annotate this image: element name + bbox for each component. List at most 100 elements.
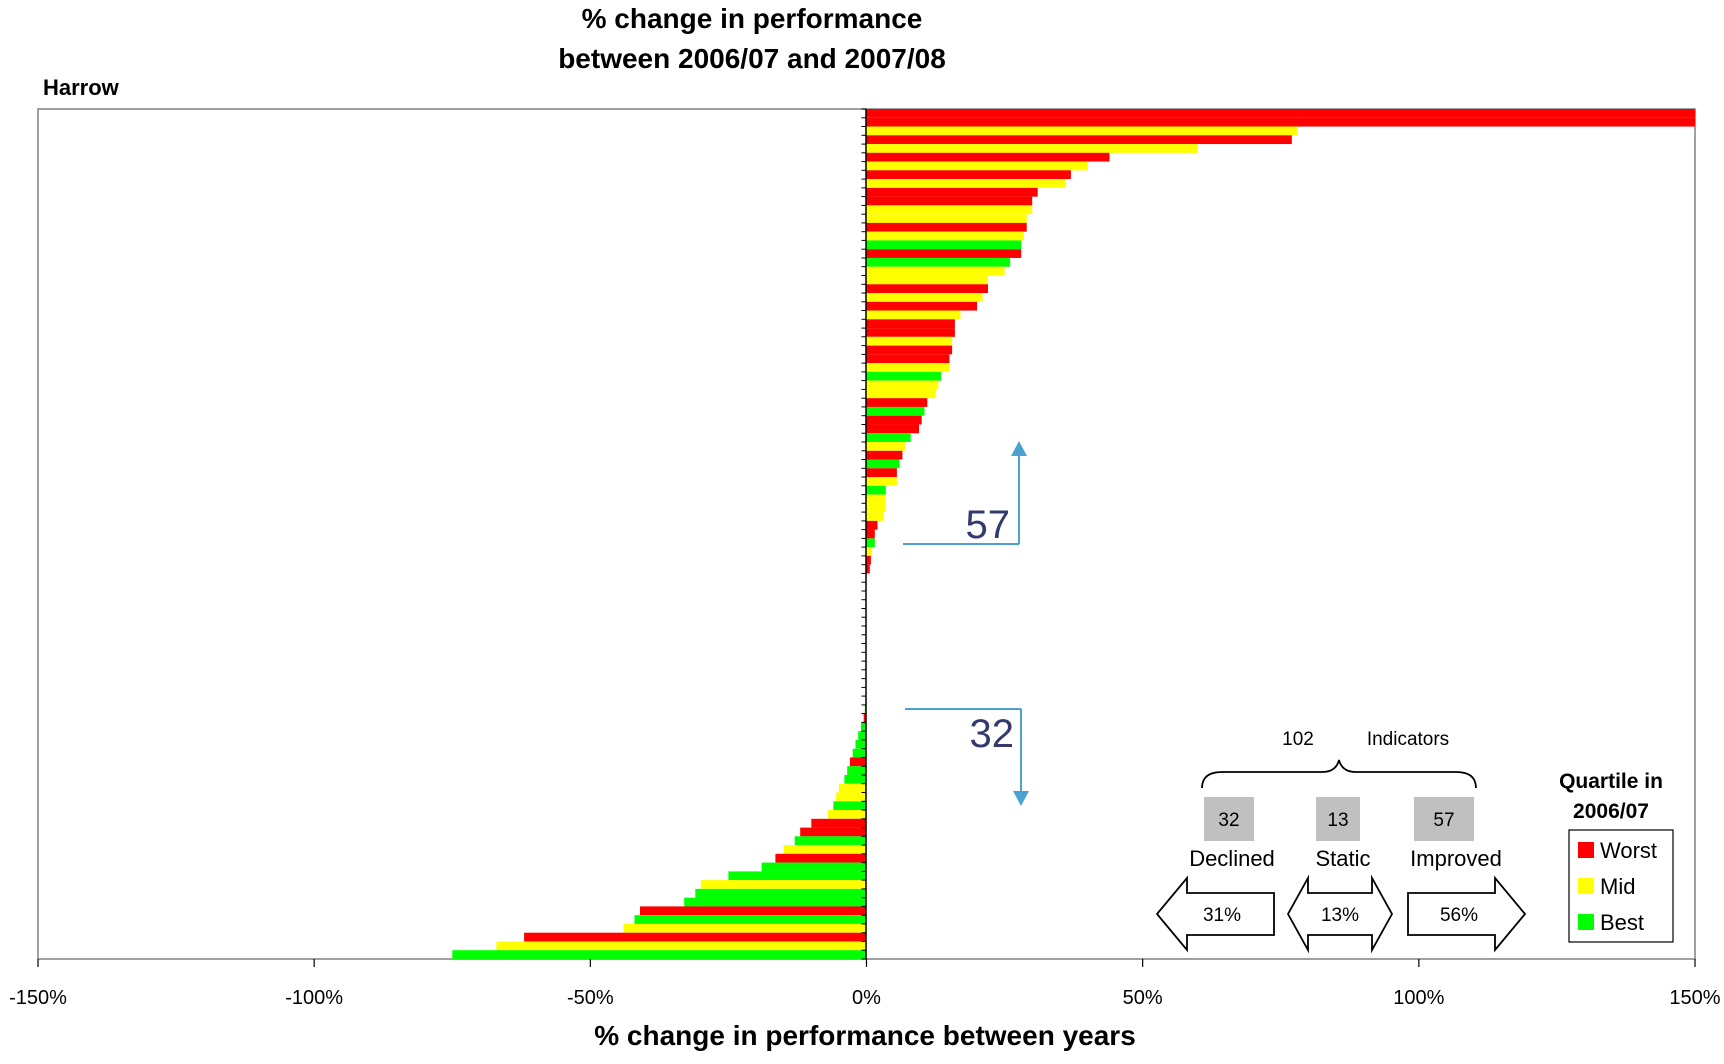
- place-label: Harrow: [43, 75, 120, 100]
- bar-worst: [866, 170, 1071, 180]
- bar-mid: [866, 503, 886, 513]
- bar-worst: [524, 932, 867, 942]
- bar-best: [761, 862, 867, 872]
- bar-worst: [811, 818, 867, 828]
- bar-worst: [866, 345, 953, 355]
- improved-label: Improved: [1410, 846, 1502, 871]
- bar-worst: [866, 415, 922, 425]
- bar-worst: [863, 713, 867, 723]
- improved-count-text: 57: [1433, 810, 1454, 831]
- bar-mid: [866, 336, 953, 346]
- legend-items: Worst Mid Best: [1578, 838, 1657, 935]
- bar-best: [866, 240, 1022, 250]
- declined-annotation: [905, 708, 1022, 792]
- bar-mid: [866, 442, 906, 451]
- x-tick-label: 100%: [1393, 987, 1444, 1009]
- bar-best: [866, 485, 886, 495]
- bar-best: [847, 766, 867, 775]
- legend-title-line1: Quartile in: [1559, 770, 1663, 793]
- improved-pct: 56%: [1440, 905, 1478, 926]
- chart-title-line2: between 2006/07 and 2007/08: [558, 43, 946, 74]
- chart-title-line1: % change in performance: [582, 3, 923, 34]
- bar-best: [844, 775, 867, 784]
- bar-mid: [866, 380, 939, 390]
- bar-mid: [866, 231, 1024, 241]
- bar-mid: [866, 214, 1027, 223]
- legend-label-best: Best: [1600, 910, 1644, 935]
- bar-worst: [640, 906, 867, 916]
- bar-worst: [866, 398, 928, 407]
- bar-worst: [866, 284, 988, 294]
- bar-mid: [866, 266, 1005, 276]
- bar-mid: [838, 783, 867, 793]
- bar-mid: [783, 845, 867, 854]
- legend-swatch-best: [1578, 914, 1594, 930]
- bar-worst: [775, 853, 867, 863]
- static-count-text: 13: [1327, 810, 1348, 831]
- bar-mid: [866, 494, 886, 504]
- bar-best: [852, 748, 867, 758]
- bar-worst: [866, 529, 875, 539]
- static-count-box: [1316, 797, 1360, 841]
- static-arrow-icon: [1286, 874, 1394, 954]
- bar-mid: [866, 126, 1298, 136]
- bar-worst: [866, 468, 897, 478]
- x-tick-label: 150%: [1669, 987, 1720, 1009]
- bar-worst: [866, 319, 955, 329]
- static-pct: 13%: [1321, 905, 1359, 926]
- bar-worst: [866, 450, 903, 460]
- bar-mid: [866, 179, 1066, 188]
- bar-worst: [866, 520, 878, 530]
- static-label: Static: [1315, 846, 1370, 871]
- bar-best: [855, 739, 867, 749]
- bar-mid: [623, 923, 867, 933]
- legend-label-mid: Mid: [1600, 874, 1635, 899]
- bar-worst: [866, 196, 1033, 206]
- bar-mid: [866, 161, 1088, 171]
- bar-mid: [866, 144, 1198, 153]
- bar-worst: [866, 564, 870, 574]
- legend-swatch-worst: [1578, 842, 1594, 858]
- bar-best: [684, 897, 867, 907]
- x-tick-label: -50%: [567, 987, 614, 1009]
- bar-worst: [866, 424, 919, 434]
- declined-label: Declined: [1189, 846, 1275, 871]
- bar-best: [866, 406, 925, 416]
- legend-title-line2: 2006/07: [1573, 800, 1649, 823]
- bar-mid: [866, 293, 983, 302]
- x-tick-label: -100%: [285, 987, 343, 1009]
- bar-best: [695, 888, 867, 898]
- x-axis-ticks: -150% -100% -50% 0% 50% 100% 150%: [9, 959, 1721, 1009]
- bar-worst: [866, 109, 1695, 118]
- summary-brace: [1201, 759, 1477, 789]
- bar-mid: [866, 310, 961, 320]
- bar-best: [861, 722, 867, 732]
- bar-worst: [866, 328, 955, 337]
- bar-worst: [800, 827, 867, 837]
- total-label: Indicators: [1367, 729, 1449, 750]
- declined-count-box: [1204, 797, 1254, 841]
- bar-worst: [866, 117, 1695, 127]
- bar-best: [866, 258, 1011, 267]
- bar-best: [866, 538, 875, 548]
- improved-count-box: [1414, 797, 1474, 841]
- bar-mid: [836, 792, 867, 802]
- bar-mid: [827, 810, 867, 819]
- x-tick-label: 0%: [852, 987, 881, 1009]
- bar-best: [866, 371, 942, 381]
- bar-worst: [866, 222, 1027, 232]
- improved-arrow-icon: [1407, 875, 1527, 953]
- bar-mid: [866, 275, 988, 285]
- bar-worst: [866, 135, 1292, 145]
- x-axis-label: % change in performance between years: [594, 1020, 1136, 1051]
- bar-mid: [866, 477, 897, 486]
- declined-pct: 31%: [1203, 905, 1241, 926]
- bar-best: [634, 915, 867, 924]
- improved-count: 57: [966, 503, 1011, 547]
- bar-mid: [866, 389, 936, 399]
- bar-best: [866, 459, 900, 469]
- declined-arrow-icon: [1155, 875, 1275, 953]
- bar-mid: [496, 941, 867, 951]
- y-axis-ticks: [861, 108, 867, 960]
- bar-best: [794, 836, 867, 846]
